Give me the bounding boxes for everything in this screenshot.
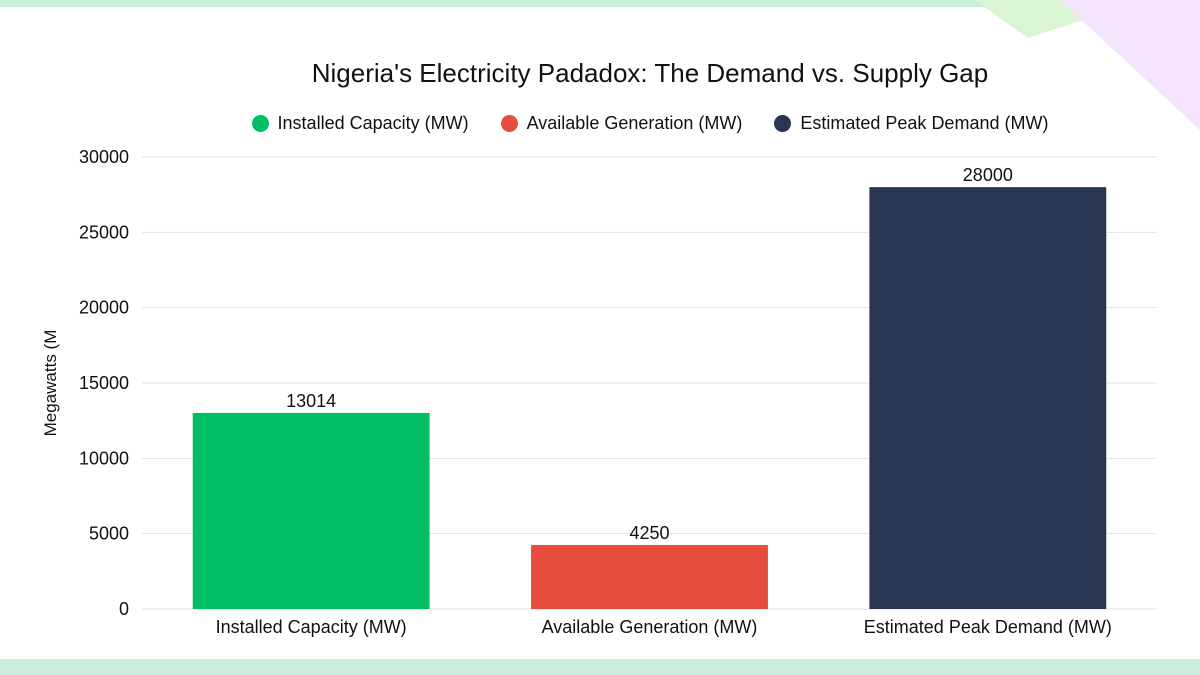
bar-3 — [869, 187, 1107, 609]
bar-1 — [192, 412, 430, 609]
legend-dot-peak — [774, 115, 792, 132]
data-label-2: 4250 — [629, 523, 669, 543]
bar-2 — [531, 544, 768, 609]
y-tick-label-25000: 25000 — [79, 222, 129, 242]
y-tick-label-0: 0 — [119, 599, 129, 619]
data-label-1: 13014 — [286, 391, 336, 411]
x-tick-label-2: Available Generation (MW) — [542, 617, 758, 637]
y-tick-label-15000: 15000 — [79, 373, 129, 393]
legend-item-available: Available Generation (MW) — [500, 113, 743, 134]
y-tick-label-20000: 20000 — [79, 298, 129, 318]
y-tick-label-5000: 5000 — [89, 524, 129, 544]
chart-legend: Installed Capacity (MW) Available Genera… — [100, 113, 1200, 134]
top-band — [0, 0, 1200, 7]
chart-title: Nigeria's Electricity Padadox: The Deman… — [311, 58, 989, 88]
legend-item-installed: Installed Capacity (MW) — [251, 113, 469, 134]
x-tick-label-1: Installed Capacity (MW) — [216, 617, 407, 637]
data-label-3: 28000 — [963, 165, 1013, 185]
legend-item-peak: Estimated Peak Demand (MW) — [774, 113, 1048, 134]
legend-label-installed: Installed Capacity (MW) — [277, 113, 469, 133]
legend-dot-available — [500, 115, 518, 132]
y-tick-label-10000: 10000 — [79, 448, 129, 468]
legend-label-peak: Estimated Peak Demand (MW) — [800, 113, 1049, 133]
legend-dot-installed — [251, 115, 269, 132]
x-tick-label-3: Estimated Peak Demand (MW) — [864, 617, 1112, 637]
y-tick-label-30000: 30000 — [79, 147, 129, 167]
bottom-band — [0, 659, 1200, 675]
legend-label-available: Available Generation (MW) — [526, 113, 743, 133]
